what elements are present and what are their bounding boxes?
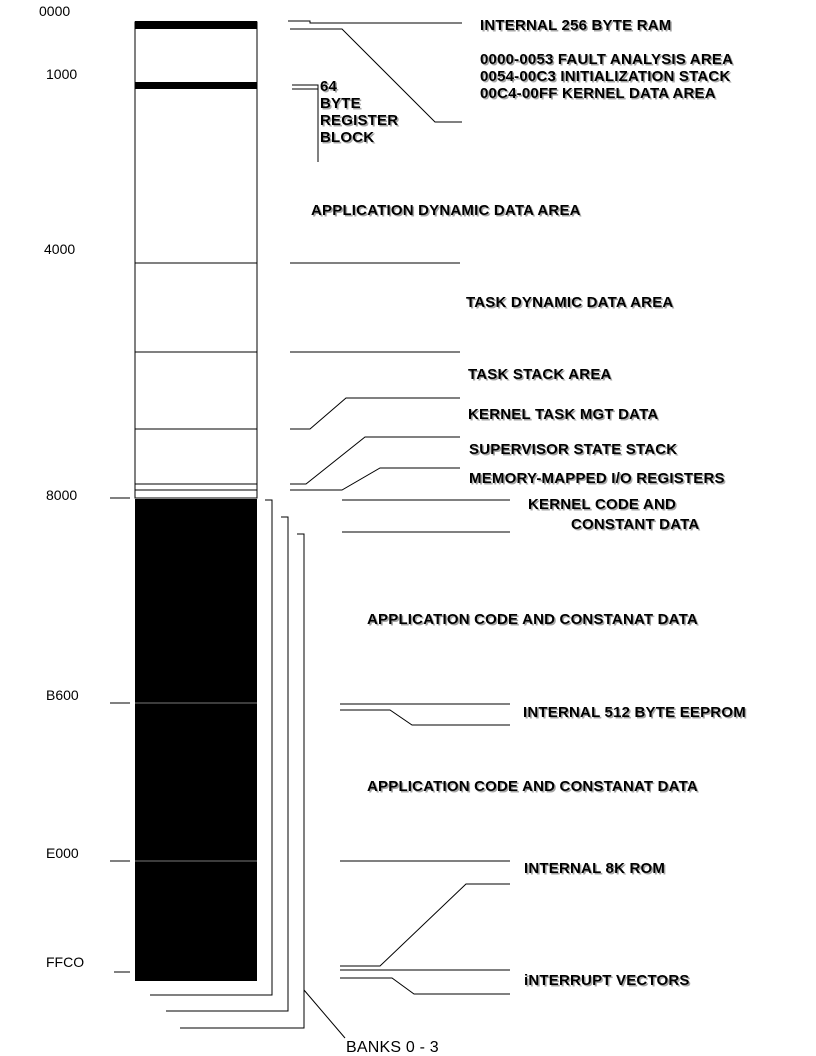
address-b600: B600 [46,687,79,703]
label-mmio: MEMORY-MAPPED I/O REGISTERS [469,470,725,487]
label-internal-ram: INTERNAL 256 BYTE RAM [480,17,671,34]
region-labels: INTERNAL 256 BYTE RAM 0000-0053 FAULT AN… [311,17,746,1056]
label-register-block-4: BLOCK [320,129,374,146]
label-banks: BANKS 0 - 3 [346,1039,439,1056]
address-0000: 0000 [39,3,70,19]
label-eeprom: INTERNAL 512 BYTE EEPROM [523,704,746,721]
label-interrupt-vectors: iNTERRUPT VECTORS [524,972,690,989]
label-register-block-3: REGISTER [320,112,398,129]
address-labels: 0000 1000 4000 8000 B600 E000 FFCO [39,3,84,970]
label-app-code-2: APPLICATION CODE AND CONSTANAT DATA [367,778,698,795]
label-fault-area: 0000-0053 FAULT ANALYSIS AREA [480,51,733,68]
label-register-block-1: 64 [320,78,338,95]
label-init-stack: 0054-00C3 INITIALIZATION STACK [480,68,730,85]
label-kernel-code-2: CONSTANT DATA [571,516,699,533]
address-8000: 8000 [46,487,77,503]
memory-column [135,21,257,981]
label-task-stack: TASK STACK AREA [468,366,612,383]
register-block-band [135,82,257,89]
address-1000: 1000 [46,66,77,82]
leader-lines [288,21,510,994]
ram-region [135,22,257,498]
label-kernel-code-1: KERNEL CODE AND [528,496,676,513]
label-kernel-data-area: 00C4-00FF KERNEL DATA AREA [480,85,716,102]
rom-region [135,499,257,981]
address-4000: 4000 [44,241,75,257]
label-supervisor-stack: SUPERVISOR STATE STACK [469,441,677,458]
label-app-dynamic: APPLICATION DYNAMIC DATA AREA [311,202,581,219]
label-register-block-2: BYTE [320,95,361,112]
label-kernel-task-mgt: KERNEL TASK MGT DATA [468,406,658,423]
label-app-code-1: APPLICATION CODE AND CONSTANAT DATA [367,611,698,628]
label-rom: INTERNAL 8K ROM [524,860,665,877]
internal-ram-band [135,21,257,29]
address-e000: E000 [46,845,79,861]
address-ticks [110,498,130,972]
address-ffc0: FFCO [46,954,84,970]
label-task-dynamic: TASK DYNAMIC DATA AREA [466,294,673,311]
